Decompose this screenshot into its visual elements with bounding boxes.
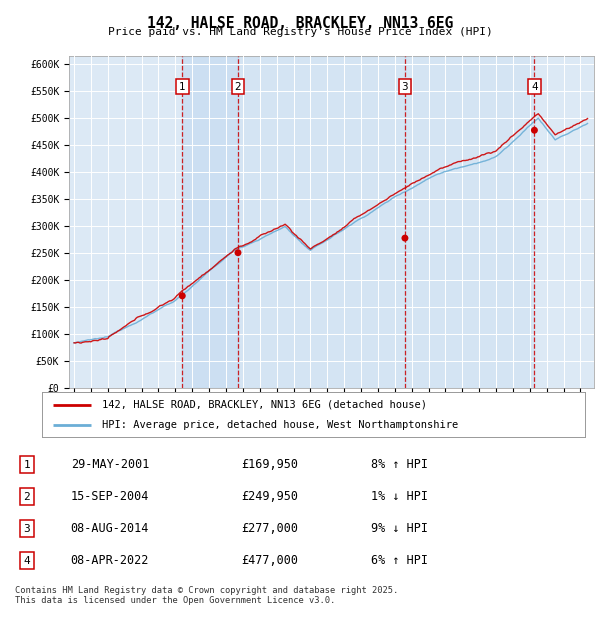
- Bar: [405, 56, 535, 388]
- Text: 2: 2: [23, 492, 30, 502]
- Point: [400, 233, 410, 243]
- Bar: [405, 56, 535, 388]
- Text: Contains HM Land Registry data © Crown copyright and database right 2025.
This d: Contains HM Land Registry data © Crown c…: [15, 586, 398, 605]
- Text: 08-AUG-2014: 08-AUG-2014: [71, 522, 149, 535]
- Text: 4: 4: [531, 82, 538, 92]
- Text: £249,950: £249,950: [241, 490, 298, 503]
- Bar: [182, 56, 238, 388]
- Text: 9% ↓ HPI: 9% ↓ HPI: [371, 522, 428, 535]
- Bar: [238, 56, 405, 388]
- Text: 2: 2: [235, 82, 241, 92]
- Text: £477,000: £477,000: [241, 554, 298, 567]
- Point: [178, 291, 187, 301]
- Bar: [182, 56, 238, 388]
- Point: [530, 125, 539, 135]
- Text: 4: 4: [23, 556, 30, 565]
- Point: [233, 248, 243, 258]
- Bar: [238, 56, 405, 388]
- Text: 8% ↑ HPI: 8% ↑ HPI: [371, 458, 428, 471]
- Text: 1: 1: [23, 459, 30, 469]
- Text: 1: 1: [179, 82, 185, 92]
- Text: 142, HALSE ROAD, BRACKLEY, NN13 6EG (detached house): 142, HALSE ROAD, BRACKLEY, NN13 6EG (det…: [102, 400, 427, 410]
- Text: 08-APR-2022: 08-APR-2022: [71, 554, 149, 567]
- Text: £169,950: £169,950: [241, 458, 298, 471]
- Text: 1% ↓ HPI: 1% ↓ HPI: [371, 490, 428, 503]
- Text: 15-SEP-2004: 15-SEP-2004: [71, 490, 149, 503]
- Text: 142, HALSE ROAD, BRACKLEY, NN13 6EG: 142, HALSE ROAD, BRACKLEY, NN13 6EG: [147, 16, 453, 30]
- Text: 3: 3: [23, 524, 30, 534]
- Text: 6% ↑ HPI: 6% ↑ HPI: [371, 554, 428, 567]
- Text: 3: 3: [401, 82, 408, 92]
- Text: HPI: Average price, detached house, West Northamptonshire: HPI: Average price, detached house, West…: [102, 420, 458, 430]
- Text: 29-MAY-2001: 29-MAY-2001: [71, 458, 149, 471]
- Text: £277,000: £277,000: [241, 522, 298, 535]
- Text: Price paid vs. HM Land Registry's House Price Index (HPI): Price paid vs. HM Land Registry's House …: [107, 27, 493, 37]
